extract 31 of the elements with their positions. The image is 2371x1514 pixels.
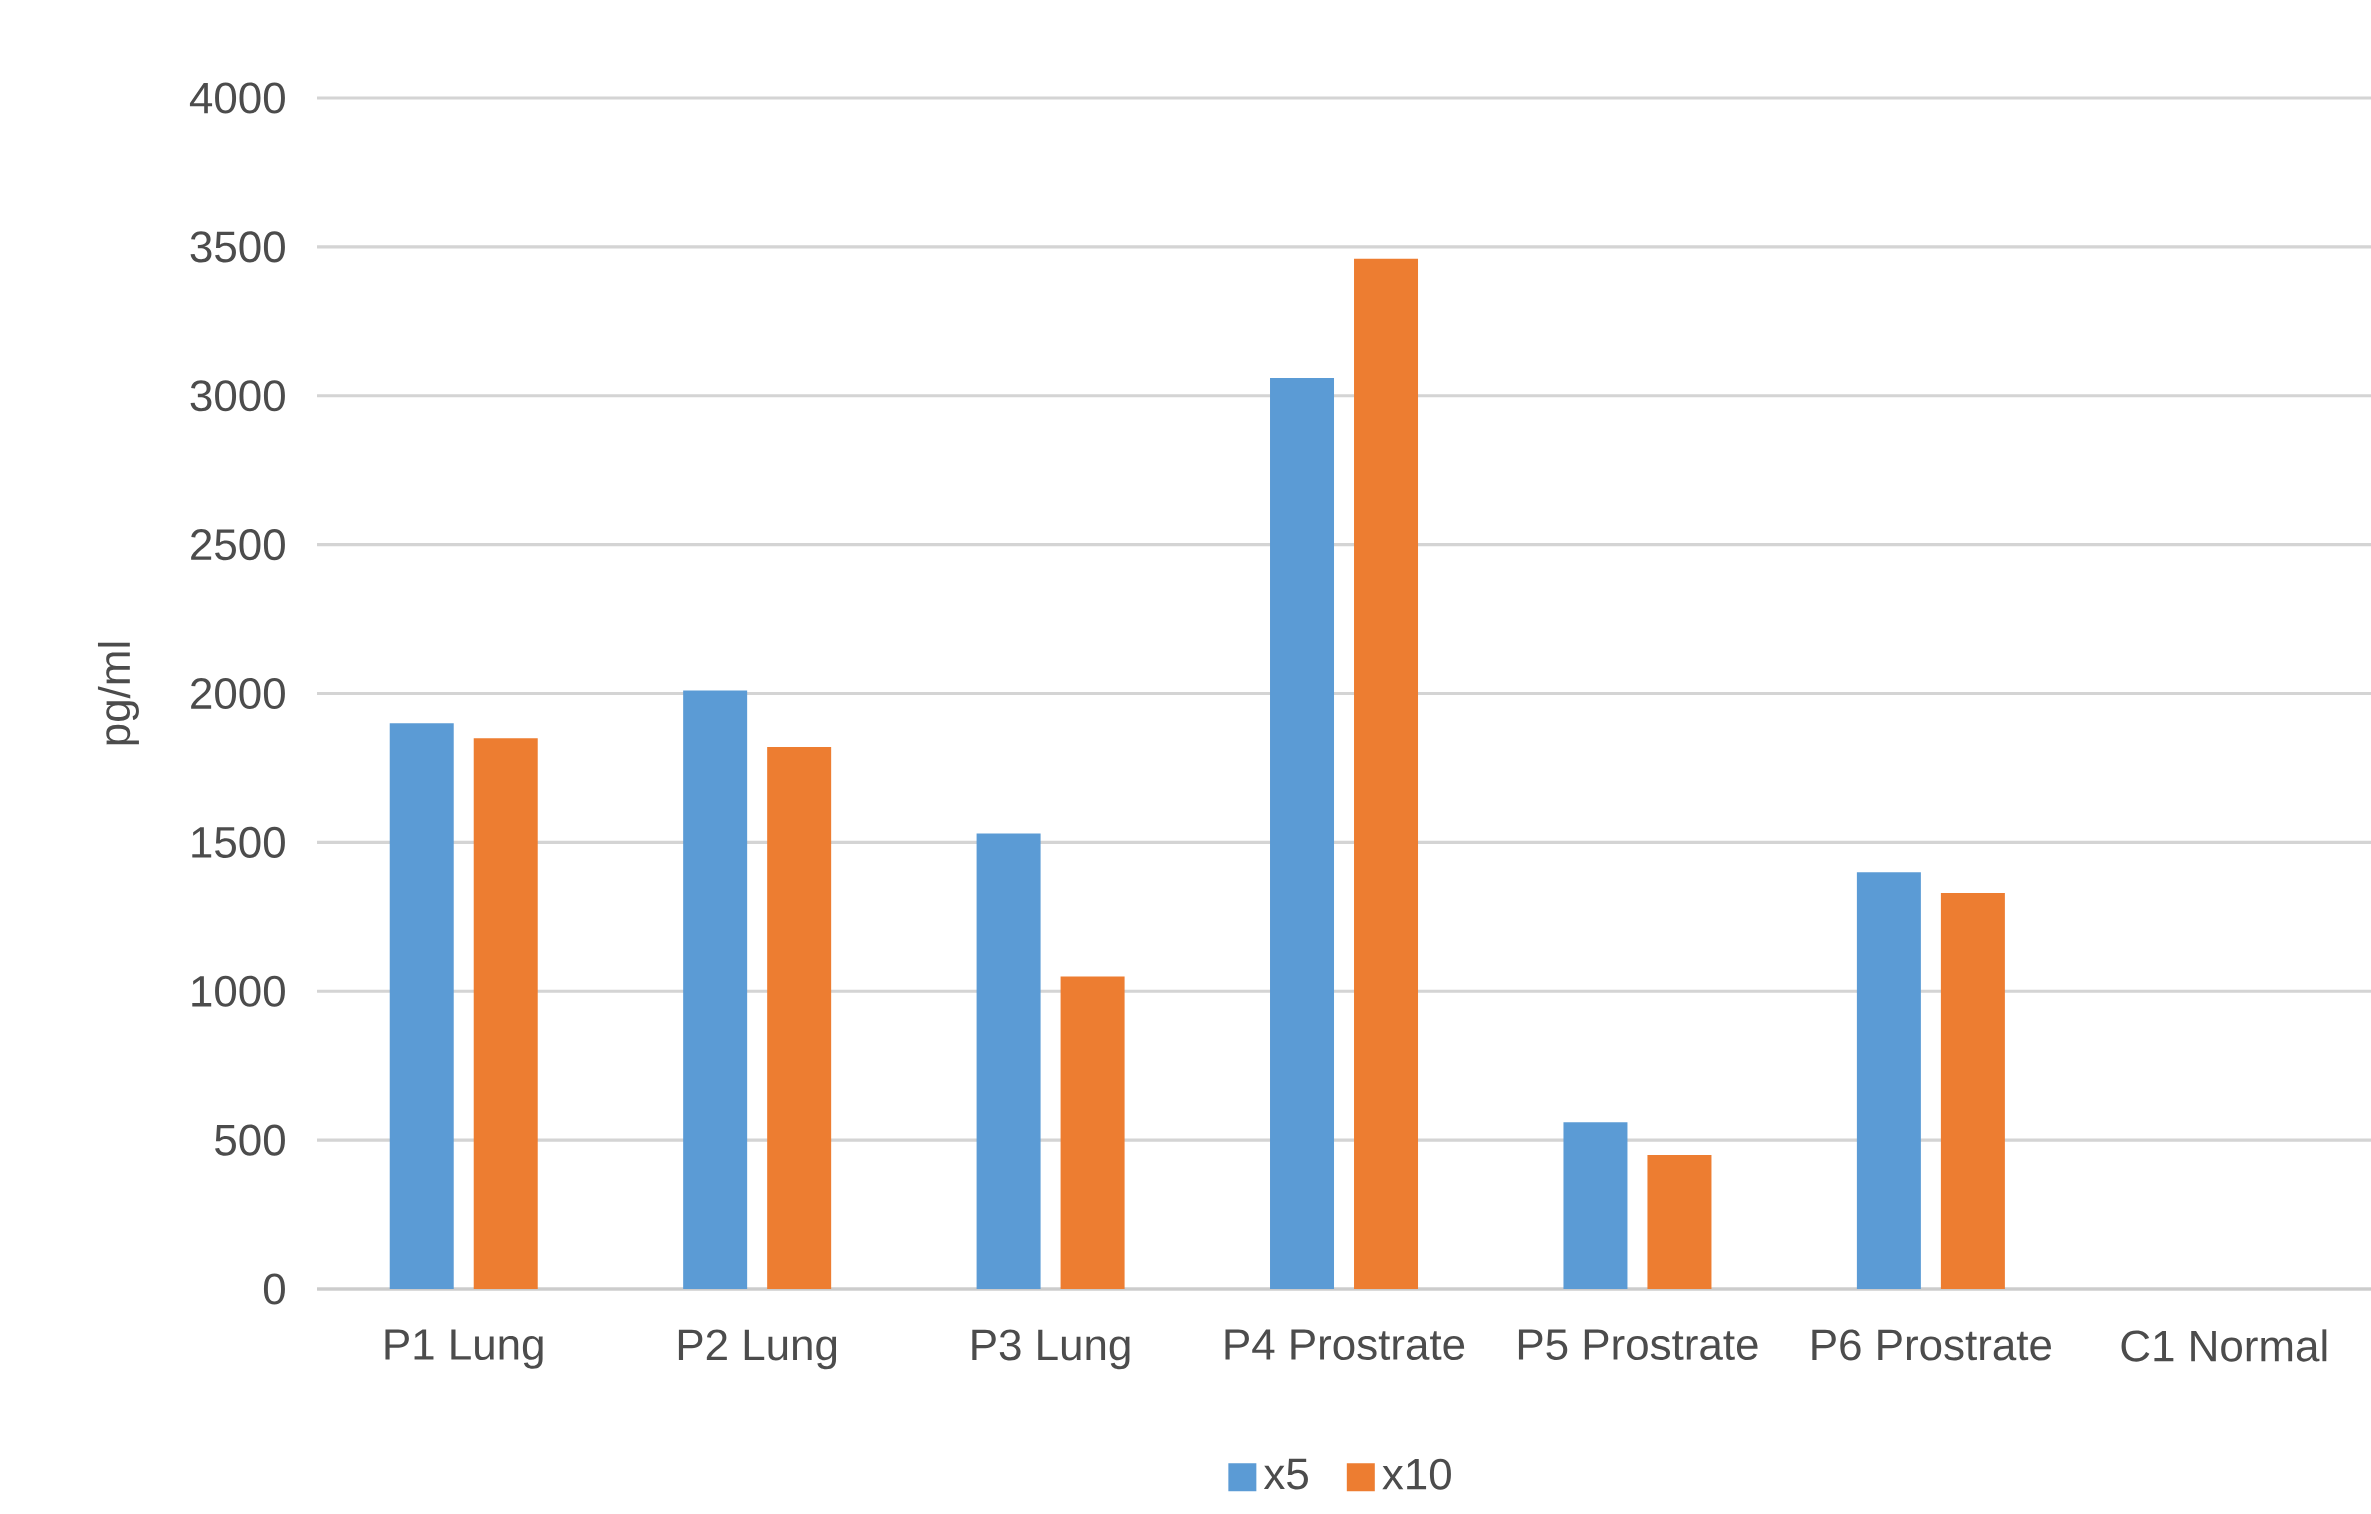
y-tick-label: 2500: [191, 529, 285, 561]
y-tick-label: 4000: [189, 82, 285, 114]
bar: [1647, 1155, 1712, 1290]
bar: [1354, 258, 1419, 1290]
bar: [1060, 976, 1125, 1290]
legend-label: x5: [1263, 1458, 1308, 1490]
y-tick-label: 2000: [191, 677, 285, 710]
bar: [1940, 893, 2005, 1290]
y-axis-title: pg/ml: [97, 642, 139, 745]
x-tick-label: P6 Prostrate: [1812, 1329, 2051, 1361]
x-tick-label: P2 Lung: [678, 1329, 837, 1370]
bar: [1856, 872, 1921, 1290]
bar: [683, 690, 748, 1290]
y-tick-label: 1500: [192, 826, 285, 858]
y-tick-label: 3500: [190, 231, 285, 263]
bar: [767, 747, 832, 1290]
bar: [1270, 377, 1335, 1290]
bar: [1563, 1122, 1628, 1290]
x-tick-label: P5 Prostrate: [1518, 1329, 1758, 1361]
bar: [976, 833, 1041, 1290]
y-tick-label: 500: [215, 1124, 285, 1156]
y-tick-label: 1000: [192, 975, 285, 1007]
bar: [389, 723, 454, 1290]
x-tick-label: P3 Lung: [972, 1329, 1130, 1370]
x-tick-label: C1 Normal: [2121, 1329, 2327, 1362]
bar: [473, 738, 538, 1290]
legend-label: x10: [1382, 1458, 1451, 1490]
y-tick-label: 3000: [190, 380, 285, 412]
y-tick-label: 0: [263, 1273, 285, 1305]
x-tick-label: P1 Lung: [385, 1329, 543, 1369]
x-tick-label: P4 Prostrate: [1225, 1329, 1465, 1361]
